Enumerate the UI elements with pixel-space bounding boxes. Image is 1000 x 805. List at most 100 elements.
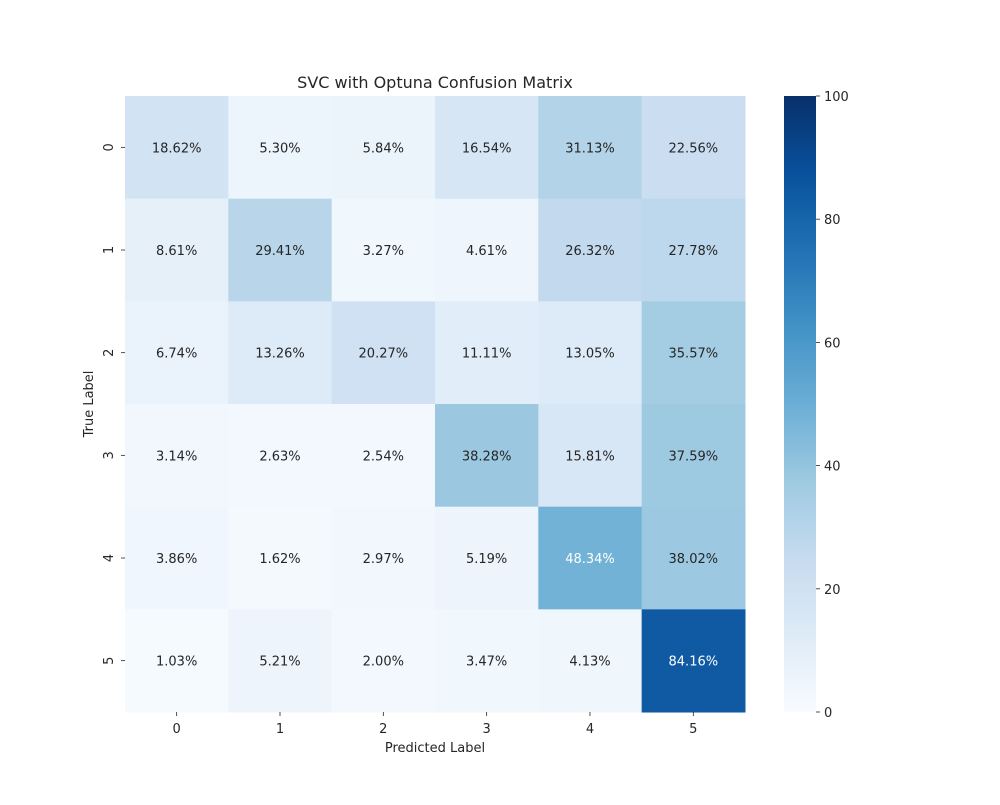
cell-label-r4-c2: 2.97% [363, 552, 404, 567]
cell-label-r1-c0: 8.61% [156, 244, 197, 259]
x-tick-label-2: 2 [379, 722, 387, 737]
heatmap-cell-r1-c3 [434, 198, 539, 302]
cell-label-r5-c4: 4.13% [569, 655, 610, 670]
y-tick-label-1: 1 [102, 246, 117, 254]
colorbar-tick-label-2: 40 [824, 460, 841, 475]
heatmap-cell-r4-c1 [228, 506, 333, 610]
heatmap-cell-r0-c0 [125, 96, 229, 200]
heatmap-cell-r1-c5 [641, 198, 746, 302]
x-axis-ticks: 0 1 2 3 4 5 [173, 712, 697, 737]
heatmap-cell-r3-c2 [331, 404, 436, 508]
heatmap-cell-r4-c3 [434, 506, 539, 610]
colorbar: 0 20 40 60 80 100 [784, 90, 849, 721]
cell-label-r5-c0: 1.03% [156, 655, 197, 670]
cell-label-r3-c4: 15.81% [565, 449, 615, 464]
cell-label-r4-c5: 38.02% [669, 552, 719, 567]
colorbar-tick-label-1: 20 [824, 583, 841, 598]
colorbar-tick-label-4: 80 [824, 213, 841, 228]
heatmap-cell-r3-c0 [125, 404, 229, 508]
cell-label-r4-c1: 1.62% [259, 552, 300, 567]
heatmap-cell-r1-c0 [125, 198, 229, 302]
heatmap-cell-r4-c4 [538, 506, 643, 610]
cell-label-r3-c1: 2.63% [259, 449, 300, 464]
cell-label-r0-c0: 18.62% [152, 141, 202, 156]
heatmap-cell-r1-c2 [331, 198, 436, 302]
heatmap-cell-r0-c1 [228, 96, 333, 200]
heatmap-cell-r3-c3 [434, 404, 539, 508]
heatmap-cell-r1-c4 [538, 198, 643, 302]
cell-label-r2-c3: 11.11% [462, 347, 512, 362]
x-axis-label: Predicted Label [385, 741, 485, 756]
cell-label-r1-c5: 27.78% [669, 244, 719, 259]
heatmap-cell-r5-c2 [331, 609, 436, 713]
cell-label-r2-c2: 20.27% [359, 347, 409, 362]
heatmap-cell-r0-c5 [641, 96, 746, 200]
cell-label-r5-c3: 3.47% [466, 655, 507, 670]
cell-label-r2-c0: 6.74% [156, 347, 197, 362]
cell-label-r1-c1: 29.41% [255, 244, 305, 259]
cell-label-r1-c2: 3.27% [363, 244, 404, 259]
heatmap-cell-r4-c2 [331, 506, 436, 610]
heatmap-cell-r5-c0 [125, 609, 229, 713]
heatmap-cell-r2-c3 [434, 301, 539, 405]
y-axis-label: True Label [82, 371, 97, 439]
heatmap-cell-r0-c3 [434, 96, 539, 200]
y-tick-label-2: 2 [102, 349, 117, 357]
heatmap-cell-r5-c4 [538, 609, 643, 713]
heatmap-cell-r2-c1 [228, 301, 333, 405]
heatmap-cell-r5-c5 [641, 609, 746, 713]
heatmap-cell-r0-c2 [331, 96, 436, 200]
x-tick-label-4: 4 [586, 722, 594, 737]
heatmap-cell-labels: 18.62% 5.30% 5.84% 16.54% 31.13% 22.56% 8.61% 2… [152, 141, 718, 669]
cell-label-r3-c3: 38.28% [462, 449, 512, 464]
cell-label-r3-c2: 2.54% [363, 449, 404, 464]
cell-label-r0-c2: 5.84% [363, 141, 404, 156]
y-axis-ticks: 0 1 2 3 4 5 [102, 143, 125, 665]
cell-label-r4-c4: 48.34% [565, 552, 615, 567]
cell-label-r5-c2: 2.00% [363, 655, 404, 670]
cell-label-r4-c3: 5.19% [466, 552, 507, 567]
heatmap-cell-r4-c0 [125, 506, 229, 610]
cell-label-r5-c1: 5.21% [259, 655, 300, 670]
heatmap-cell-r3-c5 [641, 404, 746, 508]
colorbar-tick-label-0: 0 [824, 706, 832, 721]
heatmap-cell-r3-c1 [228, 404, 333, 508]
cell-label-r1-c3: 4.61% [466, 244, 507, 259]
heatmap-cell-r4-c5 [641, 506, 746, 610]
cell-label-r1-c4: 26.32% [565, 244, 615, 259]
heatmap-cell-r2-c4 [538, 301, 643, 405]
cell-label-r5-c5: 84.16% [669, 655, 719, 670]
x-tick-label-5: 5 [689, 722, 697, 737]
heatmap-cell-r3-c4 [538, 404, 643, 508]
cell-label-r0-c4: 31.13% [565, 141, 615, 156]
colorbar-tick-label-3: 60 [824, 336, 841, 351]
y-tick-label-0: 0 [102, 143, 117, 151]
x-tick-label-0: 0 [173, 722, 181, 737]
y-tick-label-4: 4 [102, 554, 117, 562]
x-tick-label-3: 3 [483, 722, 491, 737]
y-tick-label-3: 3 [102, 451, 117, 459]
x-tick-label-1: 1 [276, 722, 284, 737]
heatmap-cell-r2-c0 [125, 301, 229, 405]
heatmap-cell-r2-c5 [641, 301, 746, 405]
colorbar-gradient [784, 96, 816, 712]
chart-title: SVC with Optuna Confusion Matrix [297, 73, 573, 92]
cell-label-r3-c0: 3.14% [156, 449, 197, 464]
cell-label-r2-c1: 13.26% [255, 347, 305, 362]
cell-label-r3-c5: 37.59% [669, 449, 719, 464]
heatmap-cell-r1-c1 [228, 198, 333, 302]
heatmap-cell-r2-c2 [331, 301, 436, 405]
heatmap-cell-r0-c4 [538, 96, 643, 200]
heatmap-cell-r5-c1 [228, 609, 333, 713]
heatmap-cells [125, 96, 746, 713]
cell-label-r0-c3: 16.54% [462, 141, 512, 156]
colorbar-tick-label-5: 100 [824, 90, 849, 105]
cell-label-r2-c5: 35.57% [669, 347, 719, 362]
cell-label-r0-c5: 22.56% [669, 141, 719, 156]
cell-label-r4-c0: 3.86% [156, 552, 197, 567]
cell-label-r2-c4: 13.05% [565, 347, 615, 362]
colorbar-ticks: 0 20 40 60 80 100 [816, 90, 849, 721]
y-tick-label-5: 5 [102, 657, 117, 665]
